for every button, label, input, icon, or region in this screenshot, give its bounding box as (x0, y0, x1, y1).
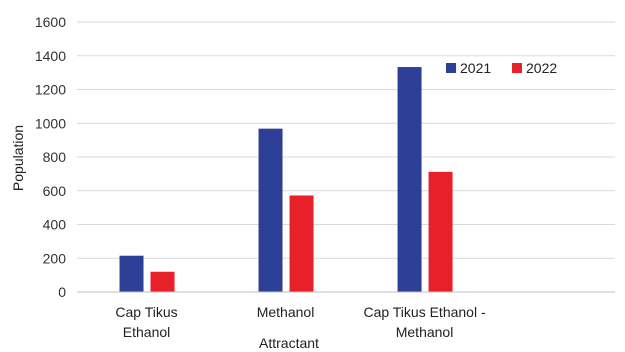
x-axis-title: Attractant (259, 335, 319, 351)
y-tick-label: 0 (58, 284, 66, 300)
x-category-label: Ethanol (123, 324, 170, 340)
bar-2022-cat-2 (428, 171, 453, 292)
legend-swatch-2022 (512, 63, 522, 73)
y-tick-label: 1400 (35, 48, 66, 64)
bars (119, 67, 453, 293)
x-category-label: Methanol (257, 304, 315, 320)
y-tick-label: 600 (43, 183, 67, 199)
y-tick-label: 1200 (35, 82, 66, 98)
x-category-label: Methanol (396, 324, 454, 340)
y-axis-ticks: 0 200 400 600 800 1000 1200 1400 1600 (35, 14, 66, 300)
bar-2022-cat-0 (150, 271, 175, 292)
legend: 2021 2022 (446, 60, 557, 76)
bar-2021-cat-0 (119, 255, 144, 292)
bar-2022-cat-1 (289, 195, 314, 292)
bar-2021-cat-2 (397, 67, 422, 293)
legend-swatch-2021 (446, 63, 456, 73)
y-tick-label: 1600 (35, 14, 66, 30)
y-tick-label: 400 (43, 217, 67, 233)
x-axis-category-labels: Cap Tikus Ethanol Methanol Cap Tikus Ethano… (115, 304, 486, 340)
y-tick-label: 1000 (35, 115, 66, 131)
y-axis-title: Population (10, 125, 26, 191)
legend-label: 2022 (526, 60, 557, 76)
x-category-label: Cap Tikus (115, 304, 177, 320)
gridlines (77, 21, 615, 259)
y-tick-label: 800 (43, 149, 67, 165)
y-tick-label: 200 (43, 250, 67, 266)
legend-label: 2021 (460, 60, 491, 76)
x-category-label: Cap Tikus Ethanol - (363, 304, 486, 320)
bar-2021-cat-1 (258, 128, 283, 292)
